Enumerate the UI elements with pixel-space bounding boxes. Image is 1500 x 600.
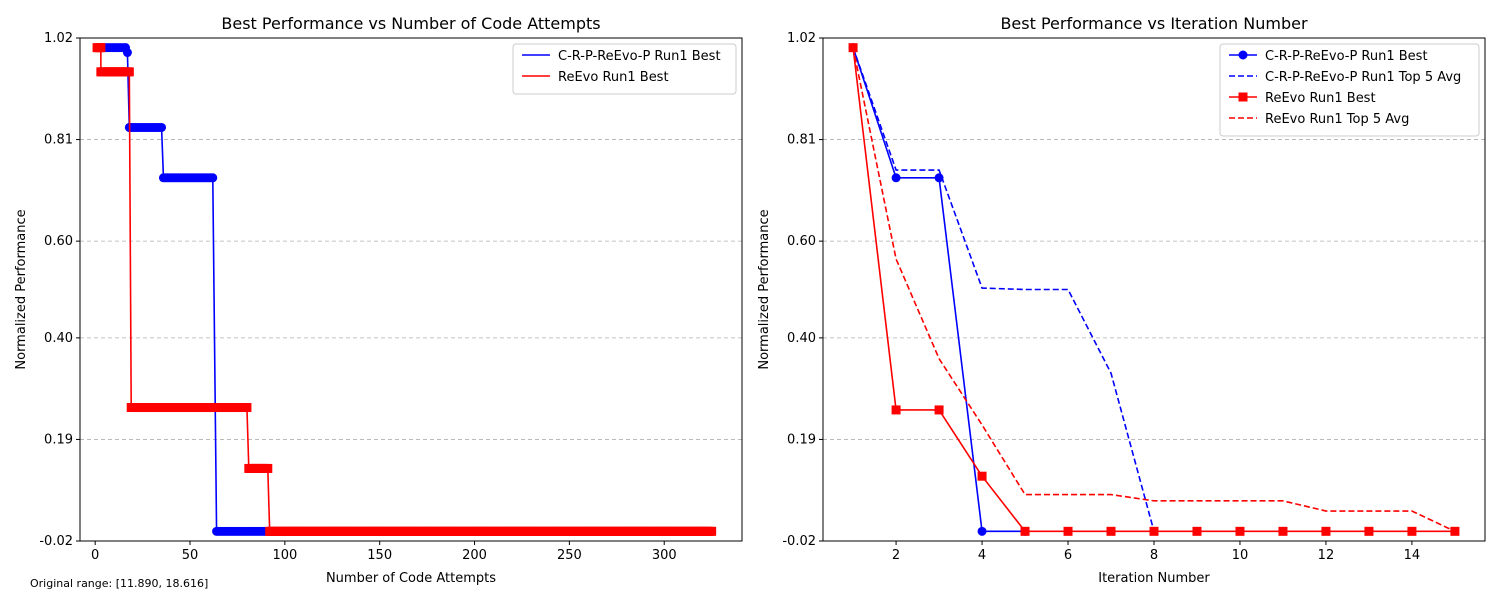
right-x-tick-label: 14 — [1404, 548, 1421, 563]
left-y-tick-label: -0.02 — [39, 534, 73, 549]
right-series-0-marker — [934, 173, 944, 183]
right-x-tick-label: 2 — [892, 548, 900, 563]
right-y-tick-label: 1.02 — [787, 31, 816, 46]
right-legend-label: ReEvo Run1 Top 5 Avg — [1265, 112, 1409, 127]
left-series-0-marker — [122, 48, 132, 58]
right-series-2-marker — [1235, 526, 1245, 536]
left-series-0-marker — [208, 173, 218, 183]
left-x-tick-label: 100 — [272, 548, 297, 563]
chart-left: -0.02 0.19 0.40 0.60 0.81 1.02 0 50 100 150 200 250… — [14, 14, 743, 586]
left-y-tick-label: 0.81 — [44, 133, 73, 148]
right-series-2-marker — [1063, 526, 1073, 536]
right-series-2-marker — [1278, 526, 1288, 536]
right-y-tick-label: 0.19 — [787, 432, 816, 447]
left-x-tick-label: 200 — [462, 548, 487, 563]
right-legend-marker — [1238, 92, 1248, 102]
right-chart-title: Best Performance vs Iteration Number — [1000, 14, 1308, 33]
right-series-0-marker — [891, 173, 901, 183]
left-series-1-marker — [707, 526, 717, 536]
left-y-tick-label: 1.02 — [44, 31, 73, 46]
right-legend-label: C-R-P-ReEvo-P Run1 Top 5 Avg — [1265, 70, 1461, 85]
left-legend-label: C-R-P-ReEvo-P Run1 Best — [558, 49, 721, 64]
left-y-tick-label: 0.19 — [44, 432, 73, 447]
left-y-axis-label: Normalized Performance — [14, 209, 29, 369]
right-series-2-marker — [1321, 526, 1331, 536]
right-series-3-line — [852, 47, 1456, 533]
right-series-2-marker — [1020, 526, 1030, 536]
right-legend-box — [1219, 43, 1480, 137]
right-y-tick-label: 0.40 — [787, 331, 816, 346]
left-legend-box — [512, 43, 737, 95]
right-series-2-marker — [1106, 526, 1116, 536]
left-axes-frame — [79, 37, 743, 542]
left-series-0-marker — [157, 122, 167, 132]
right-x-tick-label: 10 — [1232, 548, 1249, 563]
right-series-2-marker — [1364, 526, 1374, 536]
right-x-tick-label: 12 — [1318, 548, 1335, 563]
left-x-tick-label: 0 — [91, 548, 99, 563]
right-series-0-marker — [977, 526, 987, 536]
left-series-0-line — [102, 46, 712, 533]
right-x-axis-label: Iteration Number — [1098, 571, 1210, 586]
left-x-axis-label: Number of Code Attempts — [326, 571, 496, 586]
right-x-tick-label: 4 — [978, 548, 986, 563]
left-y-tick-label: 0.40 — [44, 331, 73, 346]
right-legend-label: ReEvo Run1 Best — [1265, 91, 1376, 106]
left-series-1-marker — [263, 463, 273, 473]
right-series-2-marker — [934, 405, 944, 415]
right-y-tick-label: 0.81 — [787, 133, 816, 148]
right-series-2-marker — [977, 471, 987, 481]
left-x-tick-label: 50 — [182, 548, 199, 563]
right-series-1-line — [852, 47, 1155, 532]
right-x-tick-label: 6 — [1064, 548, 1072, 563]
right-legend-label: C-R-P-ReEvo-P Run1 Best — [1265, 49, 1428, 64]
left-series-1-marker — [96, 43, 106, 53]
left-series-1-marker — [242, 403, 252, 413]
right-x-tick-label: 8 — [1150, 548, 1158, 563]
left-series-1-line — [97, 46, 712, 533]
right-series-2-marker — [1407, 526, 1417, 536]
right-y-tick-label: -0.02 — [782, 534, 816, 549]
right-y-tick-label: 0.60 — [787, 234, 816, 249]
chart-right: -0.02 0.19 0.40 0.60 0.81 1.02 2 4 6 8 10 12 14 Best … — [757, 14, 1486, 586]
left-x-tick-label: 150 — [367, 548, 392, 563]
left-y-tick-label: 0.60 — [44, 234, 73, 249]
left-legend-label: ReEvo Run1 Best — [558, 70, 669, 85]
right-y-axis-label: Normalized Performance — [757, 209, 772, 369]
left-chart-title: Best Performance vs Number of Code Attem… — [221, 14, 600, 33]
range-footnote: Original range: [11.890, 18.616] — [30, 577, 209, 590]
left-series-1-marker — [124, 67, 134, 77]
right-series-2-marker — [891, 405, 901, 415]
right-series-2-marker — [1192, 526, 1202, 536]
right-series-2-marker — [1149, 526, 1159, 536]
left-x-tick-label: 250 — [557, 548, 582, 563]
right-legend-marker — [1238, 50, 1248, 60]
left-x-tick-label: 300 — [652, 548, 677, 563]
